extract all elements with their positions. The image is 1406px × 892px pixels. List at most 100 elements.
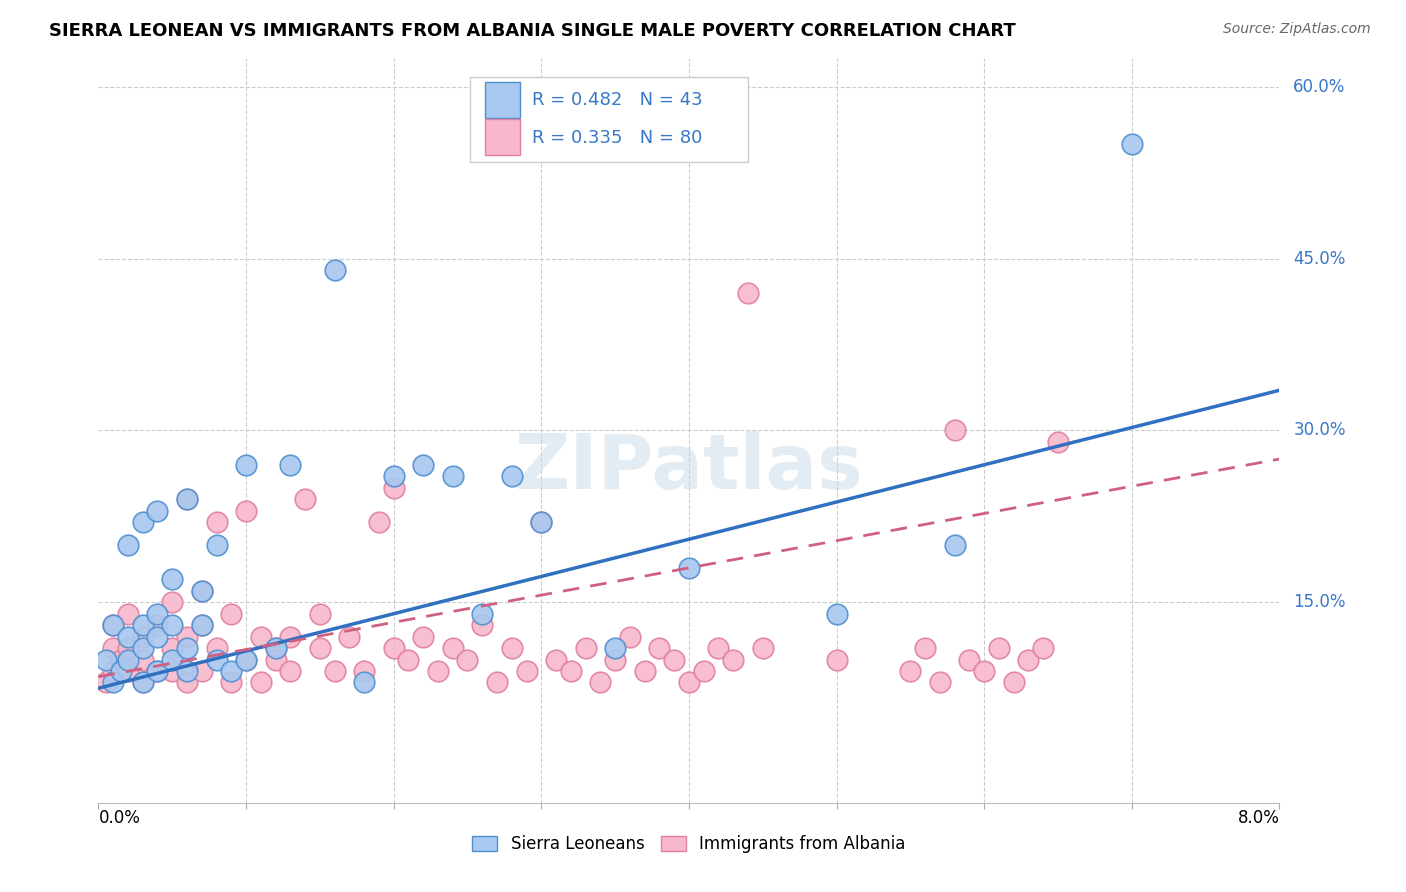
Point	[162, 641, 183, 656]
Text: 8.0%: 8.0%	[1237, 808, 1279, 827]
Point	[619, 630, 641, 644]
Point	[589, 675, 612, 690]
Point	[309, 607, 332, 621]
Point	[486, 675, 509, 690]
Point	[110, 652, 132, 666]
Point	[103, 675, 125, 690]
Point	[678, 675, 700, 690]
Point	[323, 664, 346, 678]
Point	[678, 561, 700, 575]
Point	[162, 618, 183, 632]
Point	[280, 458, 302, 472]
Point	[943, 423, 966, 437]
Point	[382, 481, 405, 495]
Point	[339, 630, 361, 644]
Point	[176, 630, 198, 644]
Point	[146, 664, 169, 678]
Point	[457, 652, 479, 666]
Point	[162, 595, 183, 609]
Point	[235, 652, 257, 666]
Point	[176, 492, 198, 507]
Point	[959, 652, 981, 666]
Point	[1046, 434, 1070, 449]
Point	[221, 607, 243, 621]
Point	[146, 664, 169, 678]
Point	[280, 664, 302, 678]
Point	[634, 664, 657, 678]
Point	[191, 618, 214, 632]
Point	[382, 641, 405, 656]
Point	[191, 664, 214, 678]
Point	[146, 630, 169, 644]
Point	[205, 652, 228, 666]
Text: 30.0%: 30.0%	[1294, 421, 1346, 440]
Point	[221, 664, 243, 678]
Point	[530, 515, 553, 529]
Point	[264, 652, 287, 666]
Point	[191, 583, 214, 598]
Point	[707, 641, 730, 656]
Point	[398, 652, 420, 666]
Point	[914, 641, 936, 656]
Point	[176, 641, 198, 656]
Point	[117, 607, 139, 621]
Point	[516, 664, 538, 678]
Point	[664, 652, 686, 666]
Point	[546, 652, 568, 666]
Legend: Sierra Leoneans, Immigrants from Albania: Sierra Leoneans, Immigrants from Albania	[464, 827, 914, 862]
Point	[235, 458, 257, 472]
Point	[988, 641, 1011, 656]
Point	[176, 664, 198, 678]
FancyBboxPatch shape	[485, 82, 520, 118]
Point	[250, 675, 273, 690]
Point	[250, 630, 273, 644]
Point	[973, 664, 995, 678]
Text: R = 0.482   N = 43: R = 0.482 N = 43	[531, 92, 703, 110]
Point	[605, 652, 627, 666]
Point	[648, 641, 671, 656]
Point	[103, 618, 125, 632]
Point	[368, 515, 391, 529]
Point	[176, 492, 198, 507]
Point	[94, 652, 117, 666]
Point	[471, 618, 494, 632]
Point	[353, 675, 375, 690]
Point	[501, 641, 523, 656]
FancyBboxPatch shape	[485, 119, 520, 155]
Point	[132, 630, 155, 644]
Point	[427, 664, 450, 678]
Point	[1002, 675, 1025, 690]
FancyBboxPatch shape	[471, 77, 748, 162]
Point	[530, 515, 553, 529]
Point	[176, 675, 198, 690]
Point	[103, 641, 125, 656]
Point	[309, 641, 332, 656]
Point	[132, 641, 155, 656]
Point	[412, 630, 434, 644]
Text: SIERRA LEONEAN VS IMMIGRANTS FROM ALBANIA SINGLE MALE POVERTY CORRELATION CHART: SIERRA LEONEAN VS IMMIGRANTS FROM ALBANI…	[49, 22, 1017, 40]
Point	[132, 675, 155, 690]
Text: ZIPatlas: ZIPatlas	[515, 431, 863, 505]
Point	[900, 664, 922, 678]
Point	[191, 583, 214, 598]
Text: 0.0%: 0.0%	[98, 808, 141, 827]
Point	[132, 618, 155, 632]
Text: R = 0.335   N = 80: R = 0.335 N = 80	[531, 128, 702, 146]
Point	[560, 664, 582, 678]
Text: Source: ZipAtlas.com: Source: ZipAtlas.com	[1223, 22, 1371, 37]
Point	[110, 664, 132, 678]
Point	[752, 641, 775, 656]
Point	[132, 675, 155, 690]
Point	[280, 630, 302, 644]
Point	[132, 515, 155, 529]
Point	[103, 618, 125, 632]
Point	[723, 652, 745, 666]
Point	[205, 641, 228, 656]
Point	[117, 664, 139, 678]
Point	[693, 664, 716, 678]
Point	[501, 469, 523, 483]
Text: 45.0%: 45.0%	[1294, 250, 1346, 268]
Text: 60.0%: 60.0%	[1294, 78, 1346, 95]
Point	[264, 641, 287, 656]
Point	[117, 641, 139, 656]
